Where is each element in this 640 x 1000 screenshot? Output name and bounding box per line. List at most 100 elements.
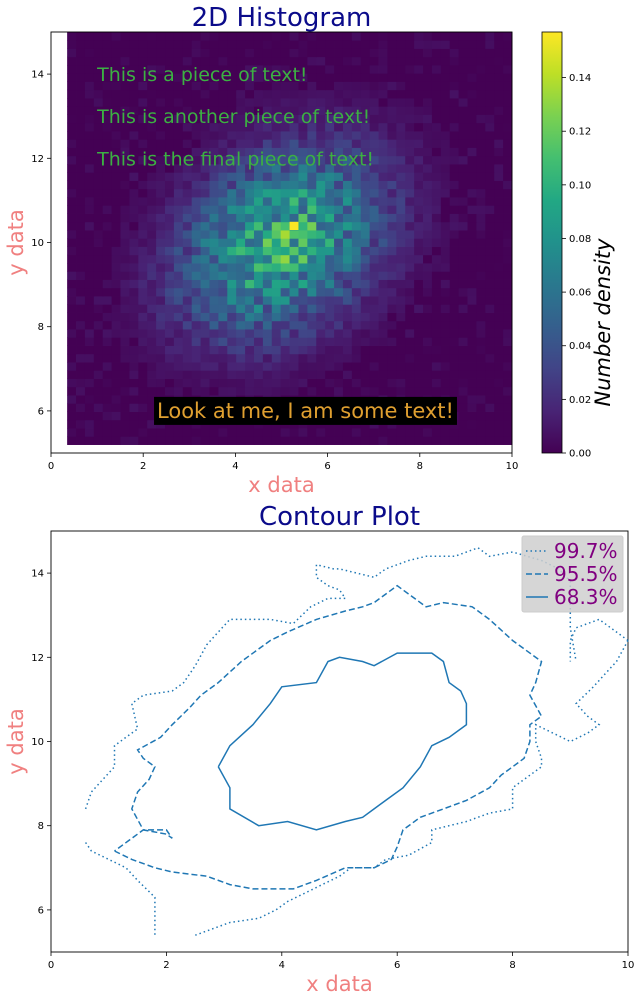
histogram-bin bbox=[423, 304, 433, 313]
histogram-bin bbox=[200, 304, 210, 313]
histogram-bin bbox=[245, 370, 255, 379]
histogram-bin bbox=[414, 32, 424, 41]
histogram-bin bbox=[360, 362, 371, 371]
histogram-bin bbox=[503, 370, 513, 379]
histogram-bin bbox=[76, 73, 86, 82]
histogram-bin bbox=[360, 98, 371, 107]
histogram-bin bbox=[387, 65, 397, 74]
histogram-bin bbox=[209, 279, 219, 289]
histogram-bin bbox=[298, 337, 308, 346]
histogram-bin bbox=[245, 238, 255, 247]
histogram-bin bbox=[485, 213, 495, 223]
histogram-bin bbox=[360, 139, 371, 148]
histogram-bin bbox=[351, 197, 362, 206]
histogram-bin bbox=[342, 164, 353, 173]
histogram-bin bbox=[387, 329, 397, 338]
histogram-bin bbox=[200, 370, 210, 379]
contour-y-tick-label: 6 bbox=[38, 905, 44, 916]
histogram-bin bbox=[476, 370, 486, 379]
histogram-bin bbox=[191, 378, 201, 388]
histogram-bin bbox=[280, 188, 290, 198]
histogram-bin bbox=[84, 403, 95, 412]
histogram-bin bbox=[458, 89, 468, 99]
contour-y-tick-label: 14 bbox=[31, 569, 44, 580]
histogram-bin bbox=[93, 395, 104, 404]
histogram-bin bbox=[405, 164, 415, 173]
histogram-bin bbox=[227, 164, 237, 173]
histogram-bin bbox=[218, 362, 228, 371]
histogram-bin bbox=[494, 188, 504, 198]
histogram-bin bbox=[76, 114, 86, 124]
histogram-bin bbox=[423, 386, 433, 396]
histogram-bin bbox=[67, 221, 77, 231]
histogram-bin bbox=[67, 147, 77, 157]
histogram-bin bbox=[165, 230, 175, 239]
histogram-bin bbox=[67, 197, 77, 206]
histogram-bin bbox=[102, 279, 113, 289]
histogram-bin bbox=[476, 329, 486, 338]
histogram-bin bbox=[378, 180, 388, 190]
histogram-bin bbox=[449, 353, 460, 363]
histogram-bin bbox=[316, 172, 326, 181]
histogram-bin bbox=[173, 188, 184, 198]
histogram-bin bbox=[440, 329, 451, 338]
histogram-bin bbox=[414, 139, 424, 148]
histogram-bin bbox=[396, 230, 406, 239]
histogram-bin bbox=[182, 56, 193, 66]
histogram-bin bbox=[165, 238, 175, 247]
histogram-bin bbox=[236, 40, 246, 49]
histogram-bin bbox=[111, 304, 121, 313]
histogram-bin bbox=[342, 65, 353, 74]
histogram-bin bbox=[271, 131, 282, 140]
histogram-bin bbox=[253, 40, 264, 49]
histogram-bin bbox=[458, 337, 468, 346]
histogram-bin bbox=[494, 48, 504, 58]
histogram-bin bbox=[458, 197, 468, 206]
histogram-bin bbox=[325, 428, 335, 437]
histogram-bin bbox=[476, 238, 486, 247]
histogram-bin bbox=[138, 362, 148, 371]
histogram-bin bbox=[476, 106, 486, 115]
histogram-bin bbox=[414, 271, 424, 280]
histogram-bin bbox=[111, 271, 121, 280]
histogram-bin bbox=[289, 188, 299, 198]
histogram-bin bbox=[334, 131, 344, 140]
histogram-bin bbox=[485, 254, 495, 264]
histogram-bin bbox=[316, 386, 326, 396]
histogram-bin bbox=[378, 337, 388, 346]
histogram-bin bbox=[173, 197, 184, 206]
histogram-bin bbox=[84, 89, 95, 99]
histogram-bin bbox=[245, 98, 255, 107]
histogram-bin bbox=[262, 304, 273, 313]
histogram-bin bbox=[396, 205, 406, 214]
histogram-bin bbox=[396, 279, 406, 289]
histogram-bin bbox=[316, 73, 326, 82]
histogram-bin bbox=[414, 188, 424, 198]
histogram-bin bbox=[476, 320, 486, 330]
histogram-bin bbox=[236, 155, 246, 165]
histogram-bin bbox=[351, 246, 362, 256]
histogram-bin bbox=[84, 411, 95, 421]
histogram-bin bbox=[387, 89, 397, 99]
histogram-bin bbox=[280, 345, 290, 355]
histogram-bin bbox=[503, 386, 513, 396]
histogram-bin bbox=[191, 230, 201, 239]
histogram-bin bbox=[378, 287, 388, 297]
histogram-bin bbox=[191, 122, 201, 132]
histogram-bin bbox=[467, 279, 477, 289]
histogram-bin bbox=[334, 180, 344, 190]
histogram-bin bbox=[165, 378, 175, 388]
histogram-bin bbox=[458, 411, 468, 421]
histogram-bin bbox=[360, 279, 371, 289]
histogram-bin bbox=[67, 230, 77, 239]
histogram-bin bbox=[440, 172, 451, 181]
histogram-bin bbox=[378, 131, 388, 140]
histogram-bin bbox=[147, 345, 157, 355]
histogram-bin bbox=[289, 254, 299, 264]
histogram-bin bbox=[414, 81, 424, 91]
histogram-bin bbox=[191, 337, 201, 346]
histogram-bin bbox=[111, 263, 121, 272]
histogram-bin bbox=[165, 386, 175, 396]
histogram-bin bbox=[325, 246, 335, 256]
histogram-bin bbox=[334, 32, 344, 41]
